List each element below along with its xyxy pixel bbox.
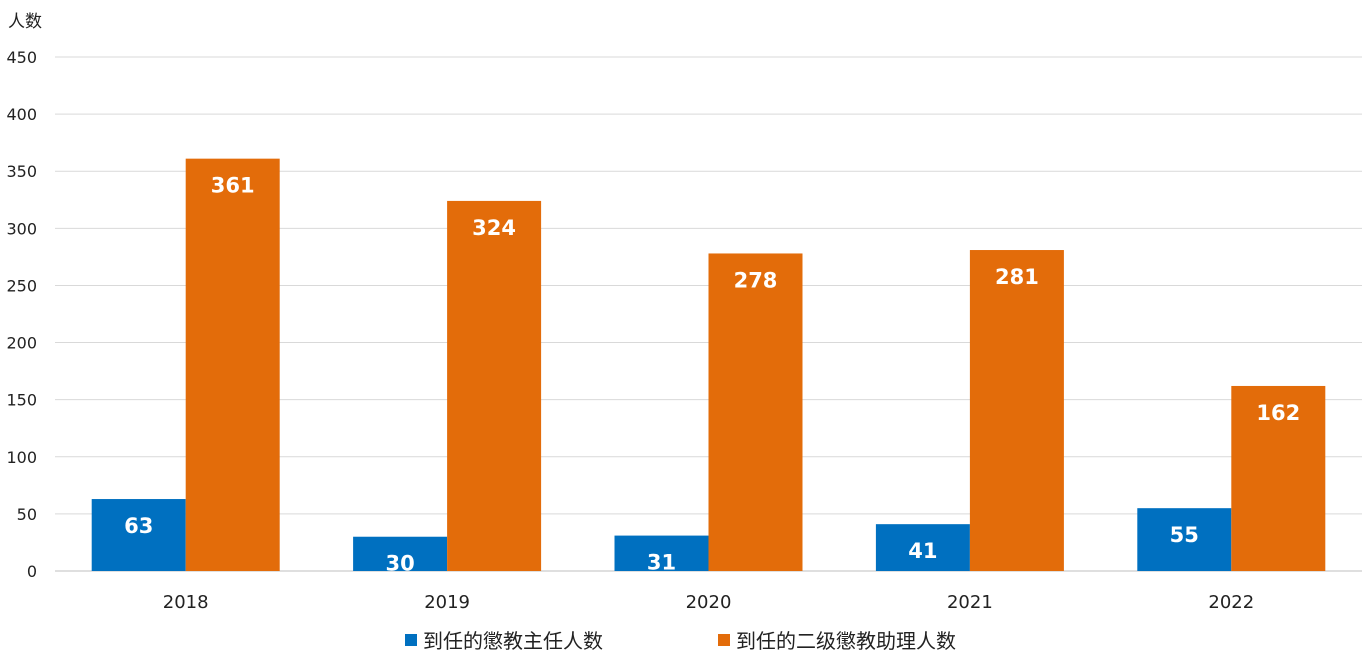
bar-officer-2019 [353, 536, 448, 571]
y-tick-label: 200 [6, 334, 37, 353]
bars: 63 361 30 324 31 278 41 281 55 162 [91, 158, 1326, 576]
y-tick-label: 350 [6, 162, 37, 181]
bar-assistant-2022 [1231, 385, 1326, 571]
y-axis-ticks: 0 50 100 150 200 250 300 350 400 450 [6, 48, 37, 581]
y-tick-label: 400 [6, 105, 37, 124]
bar-officer-2022 [1137, 508, 1232, 571]
data-label: 63 [124, 514, 153, 538]
legend-label: 到任的二级懲教助理人数 [736, 629, 956, 653]
bar-assistant-2021 [969, 250, 1064, 571]
legend: 到任的懲教主任人数 到任的二级懲教助理人数 [405, 629, 956, 653]
data-label: 31 [647, 551, 676, 575]
bar-assistant-2020 [708, 253, 803, 571]
bar-assistant-2018 [185, 158, 280, 571]
x-tick-label: 2022 [1208, 592, 1254, 613]
y-tick-label: 450 [6, 48, 37, 67]
legend-swatch [405, 634, 417, 646]
bar-officer-2020 [614, 535, 709, 571]
x-tick-label: 2020 [686, 592, 732, 613]
y-tick-label: 100 [6, 448, 37, 467]
x-tick-label: 2021 [947, 592, 993, 613]
data-label: 162 [1256, 401, 1300, 425]
y-tick-label: 250 [6, 276, 37, 295]
data-label: 281 [995, 265, 1039, 289]
y-tick-label: 300 [6, 219, 37, 238]
data-label: 324 [472, 216, 516, 240]
x-tick-label: 2018 [163, 592, 209, 613]
x-tick-label: 2019 [424, 592, 470, 613]
data-label: 278 [734, 268, 778, 292]
y-axis-label: 人数 [8, 12, 42, 32]
data-label: 361 [211, 174, 255, 198]
legend-swatch [718, 634, 730, 646]
data-label: 41 [908, 539, 937, 563]
y-tick-label: 150 [6, 391, 37, 410]
data-label: 55 [1170, 523, 1199, 547]
bar-officer-2018 [91, 499, 186, 571]
data-label: 30 [385, 552, 414, 576]
y-tick-label: 50 [17, 505, 37, 524]
legend-label: 到任的懲教主任人数 [423, 629, 603, 653]
bar-officer-2021 [875, 524, 970, 571]
x-axis-ticks: 2018 2019 2020 2021 2022 [163, 592, 1254, 613]
bar-assistant-2019 [447, 200, 542, 572]
y-tick-label: 0 [27, 562, 37, 581]
